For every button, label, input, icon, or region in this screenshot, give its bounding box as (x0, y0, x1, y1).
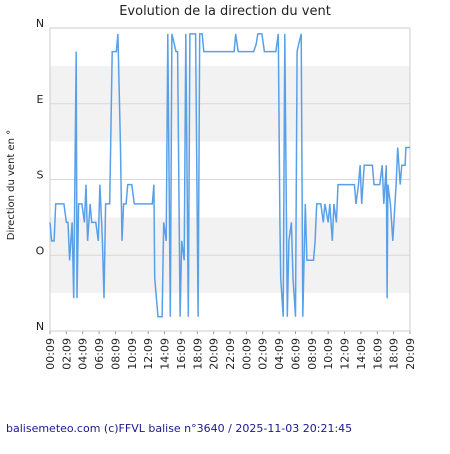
chart-title: Evolution de la direction du vent (119, 4, 331, 19)
x-tick-label: 10:09 (126, 338, 139, 370)
band (50, 103, 410, 142)
x-tick-label: 10:09 (322, 338, 335, 370)
x-tick-label: 08:09 (306, 338, 319, 370)
data-line (49, 33, 410, 318)
x-tick-label: 02:09 (257, 338, 270, 370)
y-tick-label: E (37, 93, 44, 106)
x-tick-label: 12:09 (339, 338, 352, 370)
x-tick-label: 00:09 (240, 338, 253, 370)
plot-frame (49, 27, 411, 332)
y-tick-label: N (36, 17, 44, 30)
x-tick-label: 14:09 (355, 338, 368, 370)
x-tick-label: 18:09 (388, 338, 401, 370)
band (50, 255, 410, 294)
x-tick-label: 16:09 (371, 338, 384, 370)
y-tick-label: O (36, 244, 45, 257)
x-tick-label: 06:09 (289, 338, 302, 370)
x-tick-label: 22:09 (224, 338, 237, 370)
x-tick-label: 20:09 (208, 338, 221, 370)
band (50, 141, 410, 180)
y-tick-label: S (37, 169, 44, 182)
x-tick-label: 02:09 (60, 338, 73, 370)
x-tick-label: 06:09 (93, 338, 106, 370)
x-tick-label: 04:09 (273, 338, 286, 370)
x-tick-label: 14:09 (159, 338, 172, 370)
x-tick-label: 20:09 (404, 338, 417, 370)
band (50, 217, 410, 256)
band (50, 293, 410, 331)
band (50, 28, 410, 66)
band (50, 65, 410, 104)
x-tick-label: 12:09 (142, 338, 155, 370)
x-tick-label: 08:09 (109, 338, 122, 370)
x-tick-label: 00:09 (44, 338, 57, 370)
x-tick-label: 18:09 (191, 338, 204, 370)
x-tick-label: 16:09 (175, 338, 188, 370)
footer: balisemeteo.com (c)FFVL balise n°3640 / … (6, 422, 352, 435)
y-tick-label: N (36, 320, 44, 333)
x-tick-label: 04:09 (77, 338, 90, 370)
y-axis-label: Direction du vent en ° (6, 130, 17, 240)
